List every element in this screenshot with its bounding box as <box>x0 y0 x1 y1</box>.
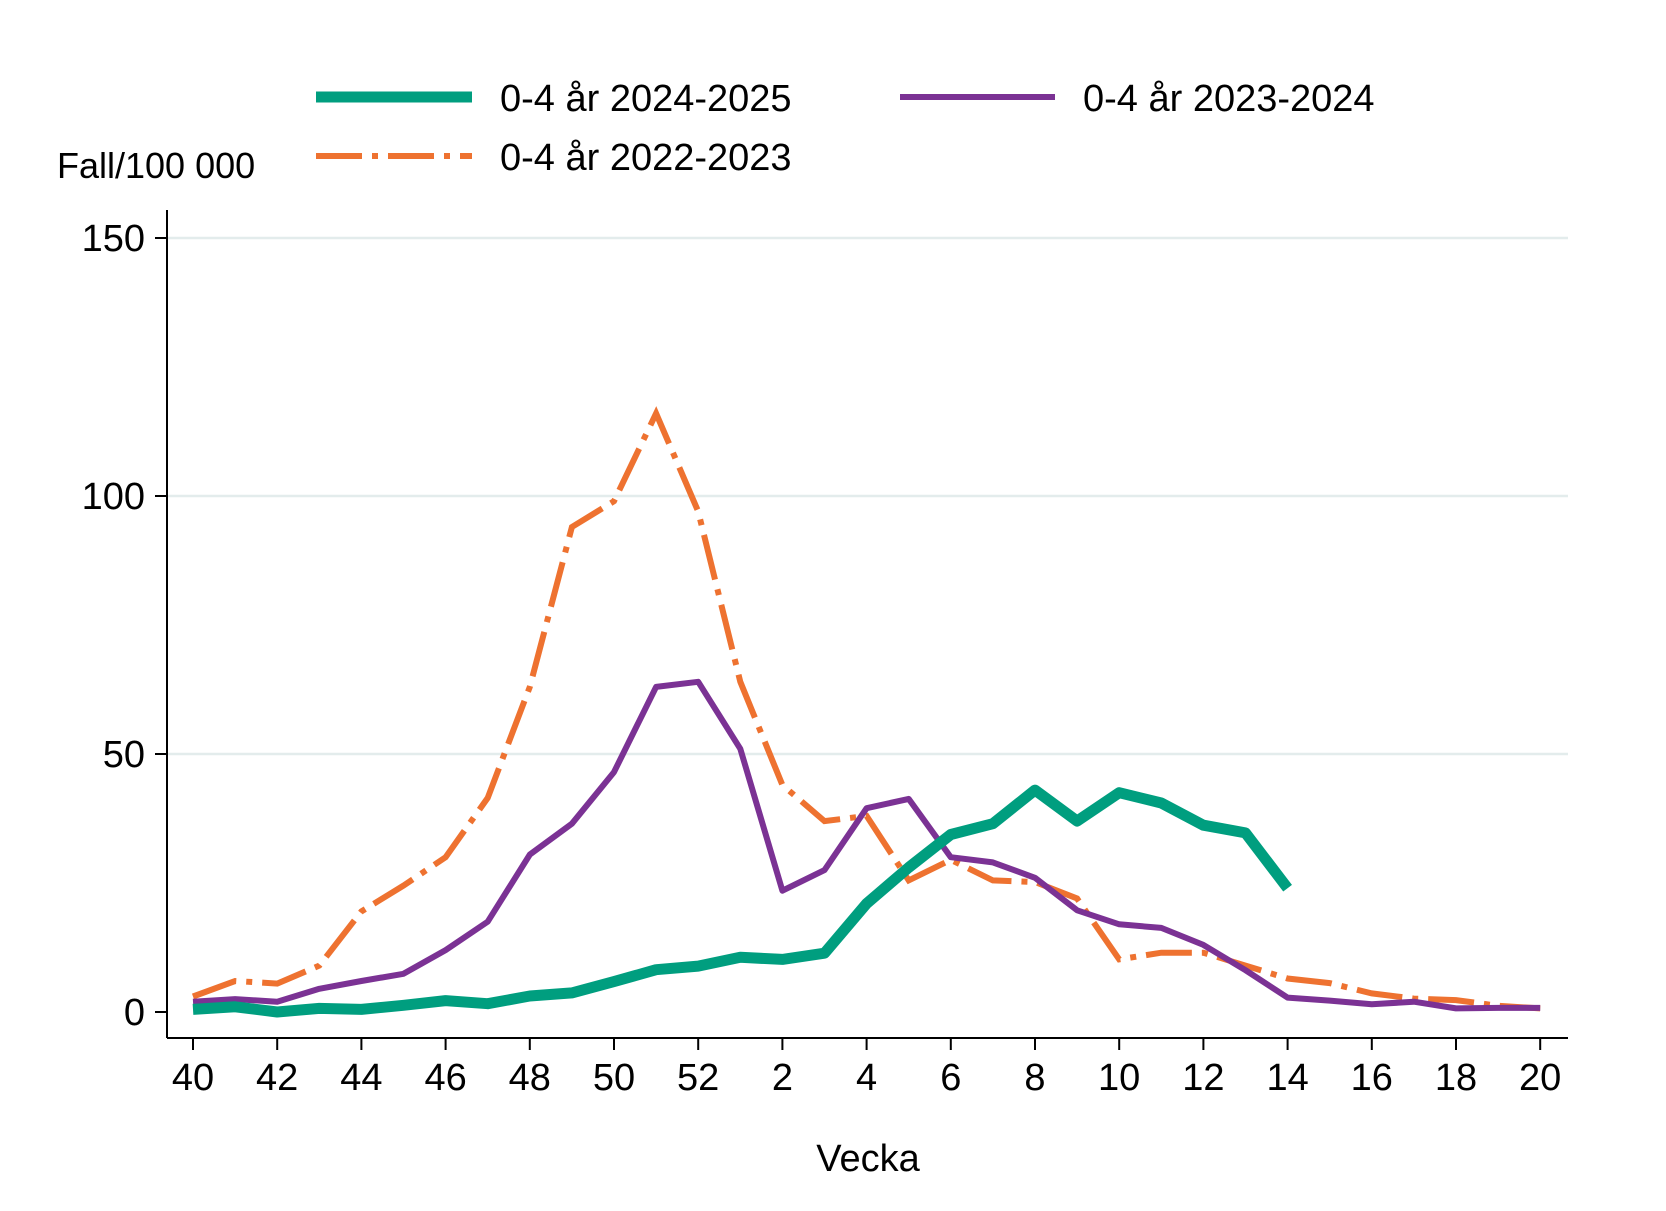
x-tick-label: 50 <box>593 1057 635 1099</box>
x-tick-label: 12 <box>1182 1057 1224 1099</box>
x-tick-label: 14 <box>1266 1057 1308 1099</box>
x-tick-label: 4 <box>856 1057 877 1099</box>
series-line-2023-2024 <box>192 678 1541 1012</box>
legend: 0-4 år 2024-2025 0-4 år 2023-2024 0-4 år 2… <box>316 78 1375 179</box>
x-tick-label: 48 <box>509 1057 551 1099</box>
x-tick-label: 10 <box>1098 1057 1140 1099</box>
x-tick-label: 16 <box>1351 1057 1393 1099</box>
x-tick-label: 42 <box>256 1057 298 1099</box>
x-tick-label: 52 <box>677 1057 719 1099</box>
x-tick-label: 46 <box>424 1057 466 1099</box>
x-tick-label: 20 <box>1519 1057 1561 1099</box>
y-tick-label: 50 <box>103 734 145 776</box>
legend-label: 0-4 år 2022-2023 <box>500 137 792 179</box>
legend-label: 0-4 år 2024-2025 <box>500 78 792 120</box>
grid-lines <box>167 236 1568 756</box>
x-tick-label: 44 <box>340 1057 382 1099</box>
y-tick-label: 150 <box>82 218 145 260</box>
x-axis-label: Vecka <box>816 1138 920 1180</box>
series-line-2022-2023 <box>191 406 1541 1012</box>
y-tick-label: 0 <box>124 992 145 1034</box>
x-tick-label: 40 <box>172 1057 214 1099</box>
x-tick-label: 2 <box>772 1057 793 1099</box>
series-line-2024-2025 <box>192 784 1292 1018</box>
axes <box>155 210 1568 1050</box>
x-tick-label: 18 <box>1435 1057 1477 1099</box>
plot-lines <box>191 406 1541 1018</box>
legend-label: 0-4 år 2023-2024 <box>1083 78 1375 120</box>
x-tick-label: 6 <box>940 1057 961 1099</box>
x-tick-label: 8 <box>1024 1057 1045 1099</box>
y-axis-label: Fall/100 000 <box>57 145 255 186</box>
y-tick-label: 100 <box>82 476 145 518</box>
